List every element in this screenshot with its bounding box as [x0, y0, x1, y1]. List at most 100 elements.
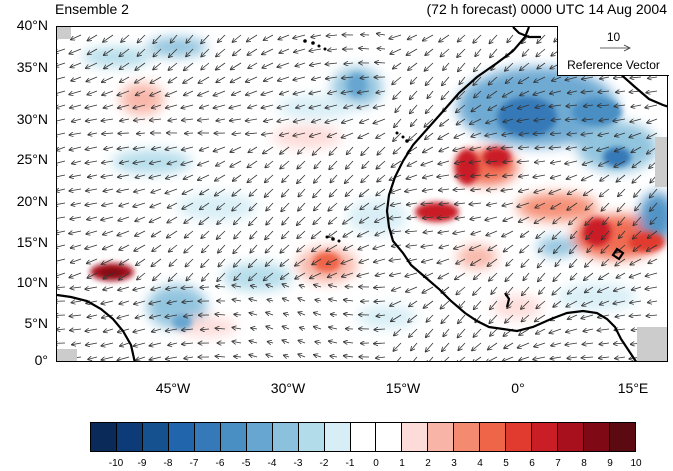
wind-vector — [600, 188, 610, 197]
wind-vector — [456, 104, 466, 112]
wind-vector — [569, 216, 578, 225]
wind-vector — [329, 327, 338, 329]
wind-vector — [71, 34, 82, 40]
wind-vector — [250, 230, 258, 239]
wind-vector — [103, 34, 114, 42]
mask-region — [655, 137, 667, 187]
wind-vector — [118, 133, 130, 134]
wind-vector — [150, 315, 162, 318]
wind-vector — [88, 48, 98, 54]
wind-vector — [117, 314, 130, 318]
wind-vector — [297, 244, 306, 252]
wind-vector — [487, 161, 498, 162]
wind-vector — [57, 146, 66, 151]
wind-vector — [475, 48, 482, 56]
wind-vector — [423, 189, 434, 191]
colorbar-box — [610, 423, 636, 451]
wind-vector — [565, 160, 578, 164]
wind-vector — [443, 328, 450, 336]
wind-vector — [521, 230, 530, 237]
wind-vector — [57, 315, 66, 316]
wind-vector — [485, 132, 498, 136]
wind-vector — [167, 301, 178, 303]
map-plot — [57, 27, 667, 361]
wind-vector — [216, 160, 226, 166]
wind-vector — [647, 244, 658, 251]
wind-vector — [410, 90, 418, 99]
wind-vector — [474, 62, 482, 72]
wind-vector — [410, 356, 418, 361]
lat-label-25n: 25°N — [16, 151, 48, 167]
wind-vector — [582, 174, 594, 180]
wind-vector — [470, 244, 482, 250]
wind-vector — [314, 313, 322, 315]
wind-vector — [182, 329, 194, 330]
wind-vector — [233, 48, 242, 55]
wind-vector — [423, 146, 434, 153]
wind-vector — [231, 76, 242, 82]
colorbar-box — [168, 423, 195, 451]
island — [401, 135, 405, 139]
wind-vector — [523, 48, 530, 56]
wind-vector — [117, 189, 130, 192]
wind-vector — [633, 244, 642, 251]
wind-vector — [87, 258, 98, 263]
wind-vector — [426, 76, 434, 85]
wind-vector — [198, 90, 210, 96]
lon-label-15w: 15°W — [385, 380, 421, 396]
mask-region — [57, 349, 77, 361]
wind-vector — [458, 314, 466, 323]
wind-vector — [169, 244, 178, 252]
ref-vector-label: Reference Vector — [567, 58, 660, 72]
wind-vector — [167, 230, 178, 238]
wind-vector — [103, 230, 114, 235]
wind-vector — [551, 202, 562, 209]
wind-vector — [136, 258, 146, 265]
wind-vector — [587, 244, 594, 252]
anomaly-core — [415, 202, 459, 222]
wind-vector — [101, 119, 114, 121]
wind-vector — [374, 258, 386, 262]
wind-vector — [376, 188, 386, 196]
wind-vector — [631, 146, 642, 152]
wind-vector — [597, 329, 610, 331]
wind-vector — [169, 48, 178, 57]
wind-vector — [423, 34, 434, 41]
wind-vector — [470, 147, 482, 150]
wind-vector — [218, 34, 226, 42]
wind-vector — [615, 132, 626, 136]
iberia-coastline — [512, 27, 541, 39]
lat-label-20n: 20°N — [16, 193, 48, 209]
wind-vector — [614, 160, 626, 167]
wind-vector — [249, 258, 258, 267]
wind-vector — [549, 105, 562, 107]
wind-vector — [184, 174, 194, 179]
wind-vector — [406, 48, 418, 55]
wind-vector — [344, 314, 354, 315]
wind-vector — [169, 272, 178, 281]
wind-vector — [423, 175, 434, 178]
anomaly-blob — [277, 95, 357, 119]
colorbar-label: 10 — [630, 458, 642, 469]
colorbar-box — [91, 423, 117, 451]
anomaly-blob — [492, 295, 542, 319]
wind-vector — [184, 90, 194, 95]
anomaly-blob — [222, 263, 292, 291]
wind-vector — [454, 189, 466, 190]
wind-vector — [295, 62, 306, 66]
wind-vector — [246, 90, 258, 95]
wind-vector — [343, 230, 354, 237]
wind-vector — [282, 188, 290, 197]
wind-vector — [486, 230, 498, 236]
wind-vector — [135, 230, 146, 236]
wind-vector — [282, 230, 290, 239]
wind-vector — [455, 217, 466, 219]
wind-vector — [519, 147, 530, 148]
wind-vector — [550, 91, 562, 94]
wind-vector — [375, 62, 386, 63]
wind-vector — [360, 77, 370, 78]
wind-vector — [441, 314, 450, 323]
wind-vector — [201, 62, 210, 70]
wind-vector — [250, 188, 258, 196]
wind-vector — [152, 105, 162, 108]
